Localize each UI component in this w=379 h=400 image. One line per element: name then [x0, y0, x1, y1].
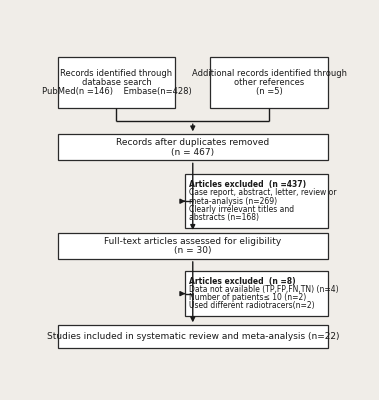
Text: Clearly irrelevant titles and: Clearly irrelevant titles and [189, 205, 294, 214]
FancyBboxPatch shape [58, 134, 328, 160]
Text: Number of patients≤ 10 (n=2): Number of patients≤ 10 (n=2) [189, 293, 306, 302]
Text: (n = 467): (n = 467) [171, 148, 215, 157]
FancyBboxPatch shape [210, 57, 328, 108]
FancyBboxPatch shape [58, 57, 175, 108]
FancyBboxPatch shape [58, 325, 328, 348]
Text: Used different radiotracers(n=2): Used different radiotracers(n=2) [189, 302, 315, 310]
Text: meta-analysis (n=269): meta-analysis (n=269) [189, 197, 277, 206]
FancyBboxPatch shape [185, 271, 328, 316]
Text: Records after duplicates removed: Records after duplicates removed [116, 138, 269, 147]
FancyBboxPatch shape [185, 174, 328, 228]
Text: (n =5): (n =5) [256, 87, 282, 96]
Text: PubMed(n =146)    Embase(n=428): PubMed(n =146) Embase(n=428) [42, 87, 191, 96]
Text: Additional records identified through: Additional records identified through [192, 69, 347, 78]
Text: Data not available (TP,FP,FN,TN) (n=4): Data not available (TP,FP,FN,TN) (n=4) [189, 285, 338, 294]
Text: Records identified through: Records identified through [60, 69, 172, 78]
Text: Case report, abstract, letter, review or: Case report, abstract, letter, review or [189, 188, 337, 198]
FancyBboxPatch shape [58, 233, 328, 259]
Text: Articles excluded  (n =437): Articles excluded (n =437) [189, 180, 306, 189]
Text: other references: other references [234, 78, 304, 87]
Text: database search: database search [81, 78, 151, 87]
Text: Studies included in systematic review and meta-analysis (n=22): Studies included in systematic review an… [47, 332, 339, 341]
Text: Articles excluded  (n =8): Articles excluded (n =8) [189, 277, 296, 286]
Text: abstracts (n=168): abstracts (n=168) [189, 213, 259, 222]
Text: Full-text articles assessed for eligibility: Full-text articles assessed for eligibil… [104, 236, 281, 246]
Text: (n = 30): (n = 30) [174, 246, 211, 255]
